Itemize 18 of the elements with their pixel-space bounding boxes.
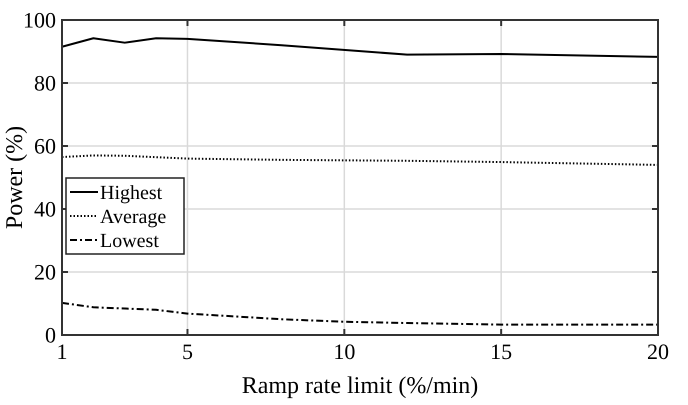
legend-label: Lowest (100, 230, 160, 252)
y-axis-title: Power (%) (2, 126, 28, 230)
legend-label: Average (100, 206, 166, 228)
legend-label: Highest (100, 182, 163, 204)
line-series (61, 302, 659, 326)
x-tick-label: 5 (182, 339, 193, 364)
x-tick-label: 15 (490, 339, 512, 364)
x-tick-label: 20 (647, 339, 669, 364)
x-axis-title: Ramp rate limit (%/min) (242, 373, 478, 399)
y-tick-label: 60 (34, 134, 56, 159)
x-tick-label: 1 (56, 339, 68, 364)
y-tick-label: 0 (45, 322, 56, 348)
y-tick-label: 100 (23, 8, 56, 33)
line-series (61, 37, 659, 58)
y-tick-label: 40 (34, 196, 56, 222)
y-tick-label: 20 (34, 260, 56, 285)
x-tick-label: 10 (333, 339, 356, 364)
y-tick-label: 80 (34, 70, 56, 96)
